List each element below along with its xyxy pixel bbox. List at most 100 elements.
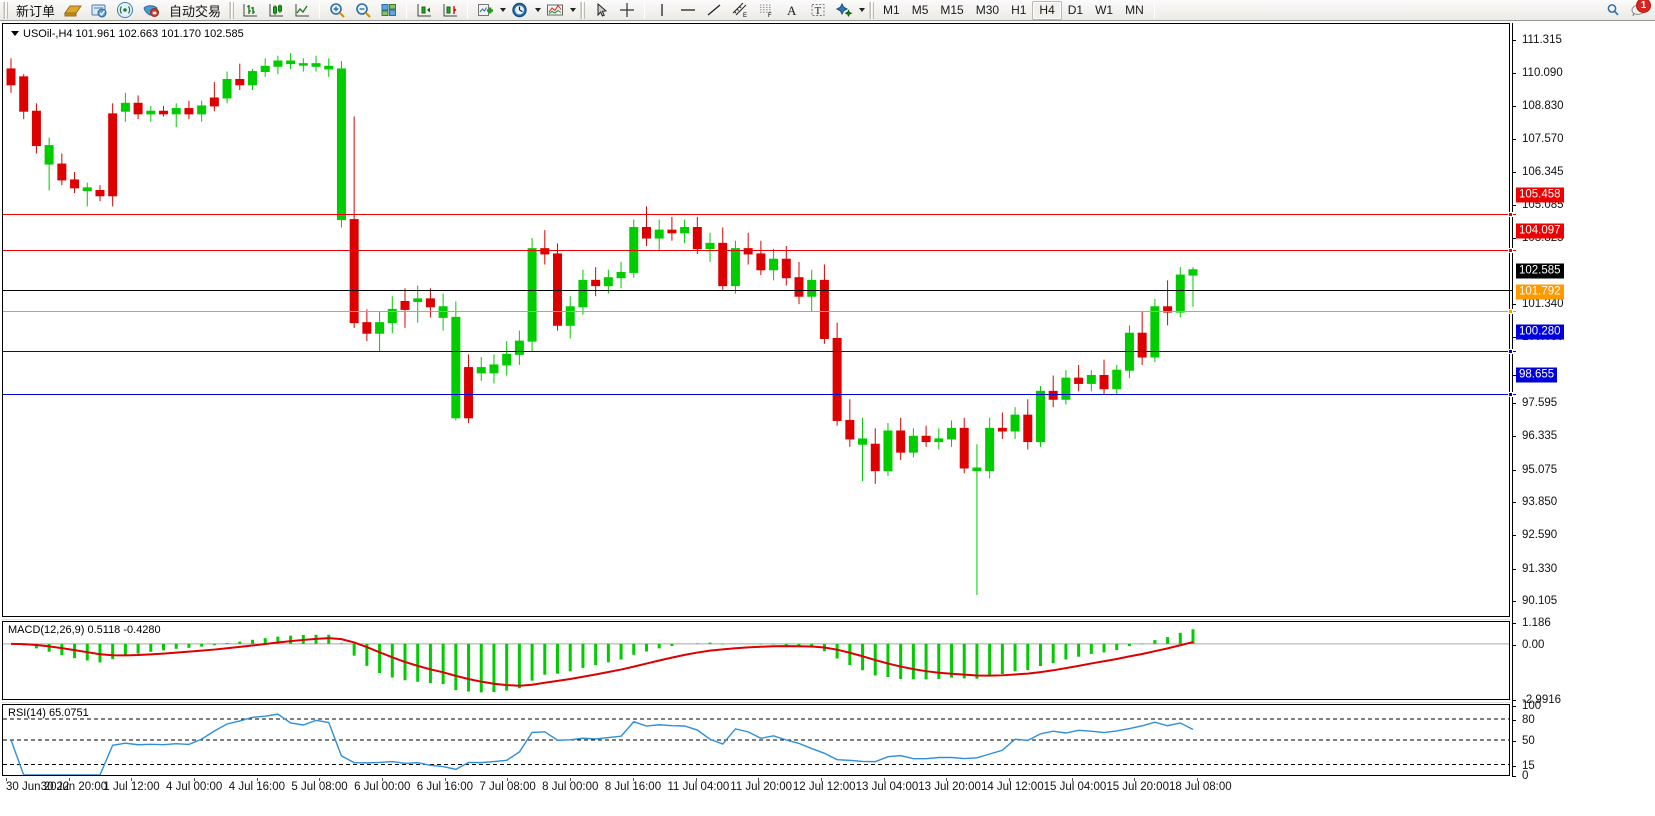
last-price-line[interactable]	[3, 290, 1512, 292]
crosshair-button[interactable]	[614, 0, 640, 20]
price-level-label[interactable]: 102.585	[1516, 263, 1564, 279]
autotrading-button[interactable]	[138, 0, 164, 20]
time-tick	[68, 778, 70, 781]
price-tick-label: 97.595	[1522, 397, 1558, 410]
rsi-tick	[1512, 776, 1516, 777]
objects-dropdown-caret[interactable]	[857, 1, 866, 19]
objects-button[interactable]	[831, 0, 857, 20]
time-tick	[507, 778, 509, 781]
trendline-button[interactable]	[701, 0, 727, 20]
broadcast-button[interactable]	[112, 0, 138, 20]
rsi-panel[interactable]: RSI(14) 65.0751	[2, 704, 1510, 776]
panel-splitter-1[interactable]	[2, 618, 1510, 620]
fibonacci-button[interactable]: F	[753, 0, 779, 20]
toolbar-separator-4	[644, 1, 646, 19]
notification-count-badge: 1	[1636, 0, 1651, 13]
macd-title: MACD(12,26,9) 0.5118 -0.4280	[8, 624, 161, 636]
search-icon[interactable]	[1603, 1, 1623, 19]
period-button[interactable]	[507, 0, 533, 20]
timeframe-m30[interactable]: M30	[975, 2, 1000, 17]
templates-button[interactable]	[542, 0, 568, 20]
vertical-line-button[interactable]	[649, 0, 675, 20]
resistance-line[interactable]	[3, 250, 1516, 252]
price-panel[interactable]: USOil-,H4 101.961 102.663 101.170 102.58…	[2, 23, 1510, 617]
zoom-out-button[interactable]	[350, 0, 376, 20]
rsi-tick	[1512, 706, 1516, 707]
price-tick	[1512, 337, 1516, 339]
price-tick	[1512, 568, 1516, 570]
price-level-label[interactable]: 101.792	[1516, 284, 1564, 300]
price-tick	[1512, 469, 1516, 471]
price-level-label[interactable]: 104.097	[1516, 223, 1564, 239]
pivot-line[interactable]	[3, 311, 1516, 313]
price-tick-label: 111.315	[1522, 34, 1562, 47]
period-dropdown-caret[interactable]	[533, 1, 542, 19]
level-handle[interactable]	[1508, 212, 1513, 218]
autotrading-label-button[interactable]: 自动交易	[164, 0, 226, 20]
time-tick-label: 4 Jul 00:00	[166, 781, 223, 793]
horizontal-line-button[interactable]	[675, 0, 701, 20]
zoom-in-button[interactable]	[324, 0, 350, 20]
toolbar-grip-4[interactable]	[869, 1, 875, 19]
price-tick	[1512, 171, 1516, 173]
level-handle[interactable]	[1508, 349, 1513, 355]
tile-windows-button[interactable]	[376, 0, 402, 20]
svg-text:A: A	[787, 3, 797, 18]
level-handle[interactable]	[1508, 392, 1513, 398]
chart-title-bar[interactable]: USOil-,H4 101.961 102.663 101.170 102.58…	[9, 28, 246, 40]
time-tick-label: 11 Jul 20:00	[730, 781, 793, 793]
timeframe-m1[interactable]: M1	[883, 2, 900, 17]
notification-icon[interactable]: 1	[1629, 0, 1651, 19]
price-tick-label: 95.075	[1522, 463, 1558, 476]
price-tick	[1512, 502, 1516, 504]
toolbar-grip-3[interactable]	[580, 1, 586, 19]
text-label-button[interactable]: T	[805, 0, 831, 20]
price-tick-label: 96.335	[1522, 430, 1558, 443]
level-handle[interactable]	[1508, 248, 1513, 254]
price-level-label[interactable]: 98.655	[1516, 367, 1558, 383]
timeframe-w1[interactable]: W1	[1095, 2, 1114, 17]
timeframe-m15[interactable]: M15	[940, 2, 964, 17]
line-chart-button[interactable]	[289, 0, 315, 20]
chart-shift-button[interactable]	[437, 0, 463, 20]
auto-scroll-button[interactable]	[411, 0, 437, 20]
price-level-label[interactable]: 105.458	[1516, 187, 1564, 203]
new-order-button[interactable]: 新订单	[11, 0, 60, 20]
time-tick	[883, 778, 885, 781]
toolbar-grip[interactable]	[3, 1, 8, 19]
text-button[interactable]: A	[779, 0, 805, 20]
macd-panel[interactable]: MACD(12,26,9) 0.5118 -0.4280	[2, 621, 1510, 700]
price-scale[interactable]: 111.315 110.090 108.830 107.570 106.345 105.0…	[1512, 23, 1655, 617]
timeframe-mn[interactable]: MN	[1125, 2, 1144, 17]
price-tick	[1512, 304, 1516, 306]
time-scale[interactable]: 30 Jun 2022 30 Jun 20:00 1 Jul 12:00 4 Jul …	[2, 778, 1655, 798]
resistance-line[interactable]	[3, 214, 1516, 216]
indicators-add-button[interactable]	[472, 0, 498, 20]
new-order-label: 新订单	[16, 3, 56, 19]
chart-workspace[interactable]: USOil-,H4 101.961 102.663 101.170 102.58…	[0, 21, 1655, 816]
timeframe-h4[interactable]: H4	[1032, 0, 1062, 20]
support-line[interactable]	[3, 394, 1516, 396]
bar-chart-button[interactable]	[237, 0, 263, 20]
signals-button[interactable]	[86, 0, 112, 20]
macd-tick-label: 1.186	[1522, 617, 1551, 629]
price-tick	[1512, 72, 1516, 74]
toolbar-grip-2[interactable]	[229, 1, 235, 19]
timeframe-m5[interactable]: M5	[911, 2, 929, 17]
indicators-dropdown-caret[interactable]	[498, 1, 507, 19]
price-level-label[interactable]: 100.280	[1516, 324, 1564, 340]
support-line[interactable]	[3, 351, 1516, 353]
timeframe-h1[interactable]: H1	[1011, 2, 1027, 17]
cursor-button[interactable]	[588, 0, 614, 20]
level-handle[interactable]	[1508, 309, 1513, 315]
equidistant-channel-button[interactable]: E	[727, 0, 753, 20]
candlestick-chart-button[interactable]	[263, 0, 289, 20]
chart-menu-triangle-icon[interactable]	[11, 30, 19, 36]
time-tick-label: 4 Jul 16:00	[228, 781, 285, 793]
time-tick-label: 6 Jul 16:00	[416, 781, 474, 793]
timeframe-d1[interactable]: D1	[1067, 2, 1084, 17]
time-tick	[256, 778, 258, 781]
panel-splitter-2[interactable]	[2, 701, 1510, 703]
new-order-icon[interactable]	[60, 0, 86, 20]
templates-dropdown-caret[interactable]	[568, 1, 577, 19]
